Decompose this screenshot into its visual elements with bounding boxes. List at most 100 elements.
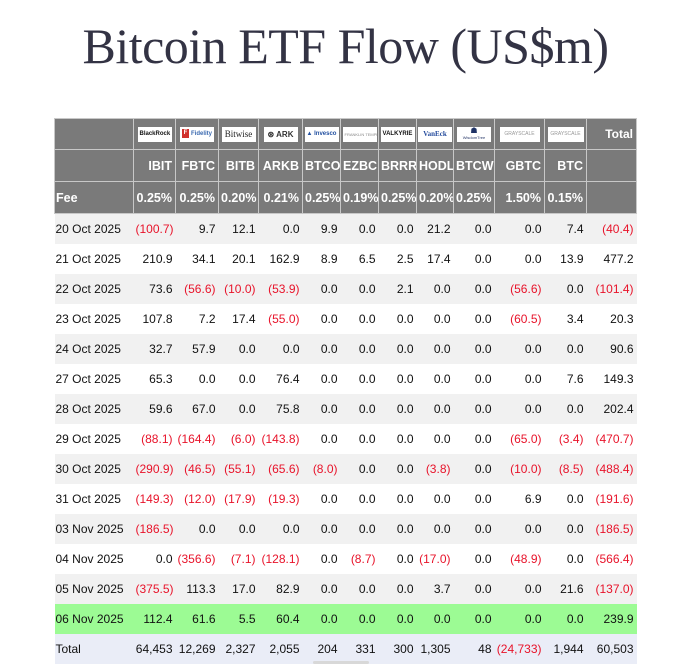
issuer-logo-wisdomtree: ☗ WisdomTree — [453, 118, 495, 150]
row-date: 28 Oct 2025 — [54, 394, 134, 424]
flow-cell-fbtc: (164.4) — [175, 424, 219, 454]
flow-cell-ibit: 0.0 — [133, 544, 176, 574]
page-title: Bitcoin ETF Flow (US$m) — [82, 18, 609, 74]
fee-row: Fee 0.25% 0.25% 0.20% 0.21% 0.25% 0.19% … — [54, 181, 637, 214]
horizontal-scrollbar-thumb[interactable] — [313, 661, 369, 664]
flow-cell-hodl: 0.0 — [416, 304, 454, 334]
flow-cell-brrr: 0.0 — [378, 213, 417, 244]
flow-cell-btco: 0.0 — [302, 514, 341, 544]
flow-cell-hodl: 3.7 — [416, 574, 454, 604]
flow-cell-ezbc: 0.0 — [340, 604, 379, 634]
ticker-btcw: BTCW — [453, 149, 495, 182]
flow-cell-gbtc: 0.0 — [494, 574, 545, 604]
flow-cell-hodl: 0.0 — [416, 394, 454, 424]
flow-cell-fbtc: 0.0 — [175, 514, 219, 544]
flow-cell-btco: 0.0 — [302, 364, 341, 394]
flow-cell-ibit: 73.6 — [133, 274, 176, 304]
flow-cell-gbtc: 0.0 — [494, 244, 545, 274]
row-total: 20.3 — [586, 304, 637, 334]
row-date: 31 Oct 2025 — [54, 484, 134, 514]
flow-cell-ezbc: 0.0 — [340, 514, 379, 544]
flow-cell-btcw: 0.0 — [453, 274, 495, 304]
wisdomtree-logo-icon: ☗ WisdomTree — [457, 126, 491, 142]
flow-cell-btcw: 0.0 — [453, 454, 495, 484]
flow-cell-bitb: 0.0 — [218, 334, 259, 364]
fee-btcw: 0.25% — [453, 181, 495, 214]
issuer-logo-ark: ⊛ ARK — [258, 118, 303, 150]
row-total: (191.6) — [586, 484, 637, 514]
fee-hodl: 0.20% — [416, 181, 454, 214]
flow-cell-ezbc: 0.0 — [340, 424, 379, 454]
flow-cell-ibit: (186.5) — [133, 514, 176, 544]
row-date: 21 Oct 2025 — [54, 244, 134, 274]
cumulative-ibit: 64,453 — [133, 634, 176, 664]
grayscale-logo-icon: GRAYSCALE — [547, 126, 584, 142]
flow-cell-fbtc: (46.5) — [175, 454, 219, 484]
flow-cell-btco: 9.9 — [302, 213, 341, 244]
flow-cell-gbtc: (60.5) — [494, 304, 545, 334]
cumulative-fbtc: 12,269 — [175, 634, 219, 664]
flow-cell-hodl: 0.0 — [416, 274, 454, 304]
flow-cell-arkb: 0.0 — [258, 213, 303, 244]
flow-cell-gbtc: (10.0) — [494, 454, 545, 484]
flow-cell-gbtc: 6.9 — [494, 484, 545, 514]
flow-cell-btc: 0.0 — [544, 604, 587, 634]
flow-cell-ezbc: 0.0 — [340, 454, 379, 484]
flow-cell-ibit: (149.3) — [133, 484, 176, 514]
flow-cell-brrr: 0.0 — [378, 334, 417, 364]
flow-cell-ezbc: (8.7) — [340, 544, 379, 574]
row-total: 477.2 — [586, 244, 637, 274]
flow-cell-btco: 0.0 — [302, 424, 341, 454]
flow-cell-bitb: 0.0 — [218, 514, 259, 544]
flow-cell-brrr: 0.0 — [378, 454, 417, 484]
flow-cell-bitb: 17.4 — [218, 304, 259, 334]
flow-cell-ezbc: 0.0 — [340, 364, 379, 394]
blackrock-logo-icon: BlackRock — [137, 126, 172, 142]
ticker-arkb: ARKB — [258, 149, 303, 182]
row-total: (137.0) — [586, 574, 637, 604]
flow-cell-arkb: (53.9) — [258, 274, 303, 304]
flow-cell-brrr: 0.0 — [378, 424, 417, 454]
row-date: 27 Oct 2025 — [54, 364, 134, 394]
flow-cell-hodl: 0.0 — [416, 334, 454, 364]
flow-cell-btc: (8.5) — [544, 454, 587, 484]
totals-row: Total 64,453 12,269 2,327 2,055 204 331 300 1,30… — [54, 634, 637, 664]
flow-cell-arkb: 0.0 — [258, 334, 303, 364]
flow-cell-hodl: 21.2 — [416, 213, 454, 244]
issuer-logo-invesco: ▲ Invesco — [302, 118, 341, 150]
fee-bitb: 0.20% — [218, 181, 259, 214]
flow-cell-gbtc: (65.0) — [494, 424, 545, 454]
table-row: 05 Nov 2025 (375.5) 113.3 17.0 82.9 0.0 0.0 0.0… — [54, 574, 637, 604]
table-row: 28 Oct 2025 59.6 67.0 0.0 75.8 0.0 0.0 0.0 0.0 0.… — [54, 394, 637, 424]
flow-cell-btc: (3.4) — [544, 424, 587, 454]
issuer-logo-valkyrie: VALKYRIE — [378, 118, 417, 150]
issuer-logo-franklin: FRANKLIN TEMPLETON — [340, 118, 379, 150]
flow-cell-ezbc: 6.5 — [340, 244, 379, 274]
flow-cell-hodl: 0.0 — [416, 484, 454, 514]
flow-cell-btcw: 0.0 — [453, 334, 495, 364]
flow-cell-btc: 7.6 — [544, 364, 587, 394]
row-date: 06 Nov 2025 — [54, 604, 134, 634]
etf-flow-table: BlackRock F Fidelity Bitwise ⊛ ARK ▲ Inve… — [54, 118, 637, 664]
flow-cell-bitb: (10.0) — [218, 274, 259, 304]
fee-btco: 0.25% — [302, 181, 341, 214]
flow-cell-btco: 0.0 — [302, 604, 341, 634]
row-total: 202.4 — [586, 394, 637, 424]
flow-cell-ibit: 65.3 — [133, 364, 176, 394]
flow-cell-btc: 0.0 — [544, 514, 587, 544]
flow-cell-arkb: (65.6) — [258, 454, 303, 484]
flow-cell-brrr: 0.0 — [378, 604, 417, 634]
flow-cell-btcw: 0.0 — [453, 574, 495, 604]
row-date: 04 Nov 2025 — [54, 544, 134, 574]
cumulative-btco: 204 — [302, 634, 341, 664]
bitwise-logo-icon: Bitwise — [221, 126, 256, 142]
fee-ezbc: 0.19% — [340, 181, 379, 214]
flow-cell-bitb: 5.5 — [218, 604, 259, 634]
flow-cell-fbtc: 0.0 — [175, 364, 219, 394]
issuer-logo-row: BlackRock F Fidelity Bitwise ⊛ ARK ▲ Inve… — [54, 118, 637, 150]
flow-cell-fbtc: (56.6) — [175, 274, 219, 304]
flow-cell-hodl: 0.0 — [416, 604, 454, 634]
flow-cell-bitb: 0.0 — [218, 364, 259, 394]
table-row: 24 Oct 2025 32.7 57.9 0.0 0.0 0.0 0.0 0.0 0.0 0.0… — [54, 334, 637, 364]
flow-cell-ibit: 112.4 — [133, 604, 176, 634]
